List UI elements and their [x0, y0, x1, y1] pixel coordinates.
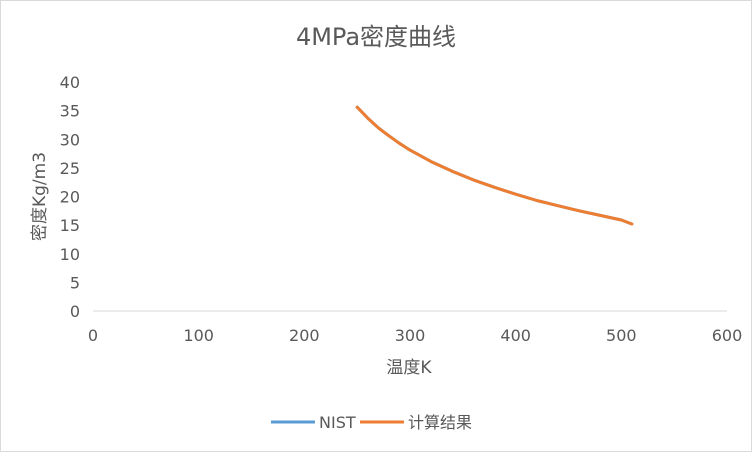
- y-tick-label: 35: [60, 102, 80, 121]
- x-tick-label: 600: [712, 326, 743, 345]
- y-tick-label: 25: [60, 159, 80, 178]
- y-axis-label: 密度Kg/m3: [30, 152, 50, 241]
- legend-label-0: NIST: [319, 413, 356, 432]
- y-tick-label: 0: [70, 302, 80, 321]
- y-tick-label: 10: [60, 245, 80, 264]
- y-tick-label: 40: [60, 73, 80, 92]
- y-tick-label: 20: [60, 188, 80, 207]
- x-tick-label: 500: [606, 326, 637, 345]
- x-tick-label: 0: [88, 326, 98, 345]
- series-line-0: [355, 105, 634, 226]
- x-tick-label: 100: [183, 326, 214, 345]
- y-tick-label: 30: [60, 130, 80, 149]
- x-axis-label: 温度K: [386, 358, 432, 378]
- x-tick-label: 300: [395, 326, 426, 345]
- x-tick-label: 400: [500, 326, 531, 345]
- y-tick-label: 15: [60, 216, 80, 235]
- chart-title: 4MPa密度曲线: [296, 23, 456, 51]
- legend-label-1: 计算结果: [408, 413, 472, 432]
- series-line-1: [355, 105, 634, 226]
- x-tick-label: 200: [289, 326, 320, 345]
- y-tick-label: 5: [70, 273, 80, 292]
